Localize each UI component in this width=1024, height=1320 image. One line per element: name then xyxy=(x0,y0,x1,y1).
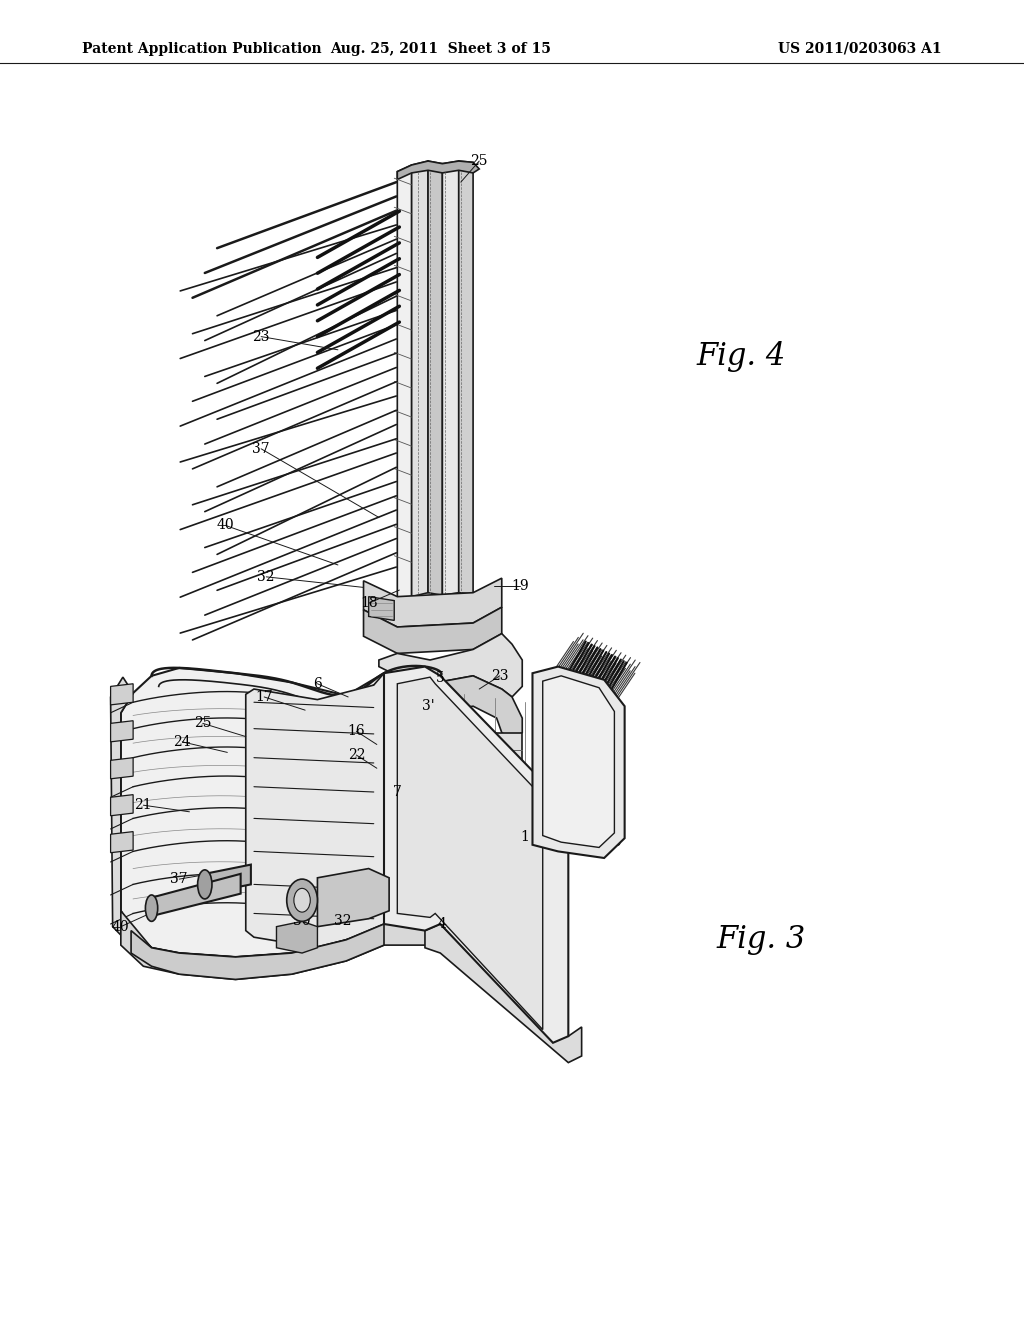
Text: Fig. 3: Fig. 3 xyxy=(717,924,806,956)
Polygon shape xyxy=(111,721,133,742)
Polygon shape xyxy=(111,677,152,964)
Polygon shape xyxy=(364,607,502,653)
Polygon shape xyxy=(111,795,133,816)
Polygon shape xyxy=(428,161,442,595)
Text: 22: 22 xyxy=(347,748,366,762)
Text: 37: 37 xyxy=(252,442,270,455)
Ellipse shape xyxy=(287,879,317,921)
Polygon shape xyxy=(111,758,133,779)
Polygon shape xyxy=(394,676,522,739)
Polygon shape xyxy=(397,165,412,603)
Text: 25: 25 xyxy=(470,154,488,168)
Ellipse shape xyxy=(145,895,158,921)
Polygon shape xyxy=(442,161,459,595)
Text: 23: 23 xyxy=(603,836,622,849)
Text: Fig. 4: Fig. 4 xyxy=(696,341,785,372)
Text: 24: 24 xyxy=(173,735,191,748)
Polygon shape xyxy=(397,677,543,1030)
Polygon shape xyxy=(379,634,522,697)
Polygon shape xyxy=(152,874,241,916)
Polygon shape xyxy=(317,869,389,927)
Text: 40: 40 xyxy=(216,519,234,532)
Text: 37: 37 xyxy=(170,873,188,886)
Text: 4: 4 xyxy=(438,917,446,931)
Text: 6: 6 xyxy=(313,677,322,690)
Polygon shape xyxy=(543,676,614,847)
Polygon shape xyxy=(205,865,251,894)
Polygon shape xyxy=(397,161,479,180)
Ellipse shape xyxy=(294,888,310,912)
Polygon shape xyxy=(489,733,522,768)
Polygon shape xyxy=(121,911,440,979)
Polygon shape xyxy=(384,667,568,1043)
Polygon shape xyxy=(425,924,582,1063)
Text: 30: 30 xyxy=(293,915,311,928)
Text: Patent Application Publication: Patent Application Publication xyxy=(82,42,322,55)
Ellipse shape xyxy=(198,870,212,899)
Polygon shape xyxy=(364,578,502,627)
Polygon shape xyxy=(246,673,384,948)
Text: 16: 16 xyxy=(347,725,366,738)
Polygon shape xyxy=(553,799,594,845)
Text: 32: 32 xyxy=(334,915,352,928)
Polygon shape xyxy=(111,832,133,853)
Polygon shape xyxy=(276,921,317,953)
Text: 25: 25 xyxy=(194,717,212,730)
Text: 19: 19 xyxy=(511,579,529,593)
Polygon shape xyxy=(121,668,384,957)
Text: 3': 3' xyxy=(422,700,434,713)
Polygon shape xyxy=(131,924,384,979)
Polygon shape xyxy=(459,161,473,594)
Text: 23: 23 xyxy=(252,330,270,343)
Polygon shape xyxy=(412,161,428,597)
Text: US 2011/0203063 A1: US 2011/0203063 A1 xyxy=(778,42,942,55)
Text: 21: 21 xyxy=(134,799,153,812)
Text: 23: 23 xyxy=(490,669,509,682)
Text: 1: 1 xyxy=(520,830,528,843)
Text: 17: 17 xyxy=(255,690,273,704)
Polygon shape xyxy=(111,684,133,705)
Text: Aug. 25, 2011  Sheet 3 of 15: Aug. 25, 2011 Sheet 3 of 15 xyxy=(330,42,551,55)
Text: 5: 5 xyxy=(436,672,444,685)
Text: 18: 18 xyxy=(359,597,378,610)
Polygon shape xyxy=(369,597,394,620)
Text: 40: 40 xyxy=(112,920,130,933)
Text: 7: 7 xyxy=(393,785,401,799)
Polygon shape xyxy=(532,667,625,858)
Text: 32: 32 xyxy=(257,570,275,583)
